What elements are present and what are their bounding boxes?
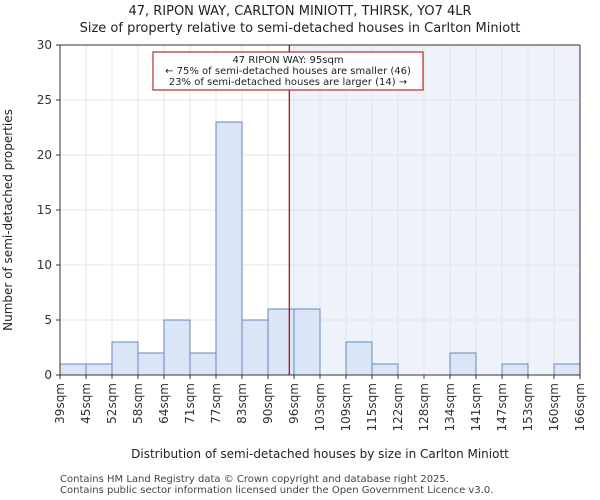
annotation-box bbox=[152, 51, 424, 91]
bar bbox=[449, 352, 477, 376]
x-tick-label: 141sqm bbox=[469, 383, 483, 431]
x-tick-label: 134sqm bbox=[443, 383, 457, 431]
x-tick-label: 39sqm bbox=[53, 383, 67, 424]
chart-subtitle: Size of property relative to semi-detach… bbox=[79, 21, 521, 36]
bar bbox=[267, 308, 295, 376]
bar bbox=[85, 363, 113, 376]
bar bbox=[111, 341, 139, 376]
x-tick-label: 160sqm bbox=[547, 383, 561, 431]
annotation-line: 23% of semi-detached houses are larger (… bbox=[169, 77, 407, 88]
x-tick-label: 64sqm bbox=[157, 383, 171, 424]
bar bbox=[163, 319, 191, 376]
bar bbox=[241, 319, 269, 376]
bar bbox=[553, 363, 581, 376]
y-tick-label: 30 bbox=[37, 38, 52, 52]
x-axis-title: Distribution of semi-detached houses by … bbox=[131, 447, 509, 461]
bar bbox=[293, 308, 321, 376]
annotation-line: 47 RIPON WAY: 95sqm bbox=[232, 55, 343, 66]
y-tick-label: 5 bbox=[44, 313, 52, 327]
x-tick-label: 90sqm bbox=[261, 383, 275, 424]
x-tick-label: 96sqm bbox=[287, 383, 301, 424]
bar bbox=[501, 363, 529, 376]
bar bbox=[137, 352, 165, 376]
x-tick-label: 103sqm bbox=[313, 383, 327, 431]
x-tick-label: 147sqm bbox=[495, 383, 509, 431]
y-axis-title: Number of semi-detached properties bbox=[1, 109, 15, 331]
y-tick-label: 20 bbox=[37, 148, 52, 162]
bar bbox=[59, 363, 87, 376]
bar bbox=[345, 341, 373, 376]
bar bbox=[189, 352, 217, 376]
footer-licence: Contains public sector information licen… bbox=[60, 485, 494, 496]
chart-title: 47, RIPON WAY, CARLTON MINIOTT, THIRSK, … bbox=[128, 4, 472, 19]
x-tick-label: 109sqm bbox=[339, 383, 353, 431]
footer-copyright: Contains HM Land Registry data © Crown c… bbox=[60, 474, 449, 485]
annotation-line: ← 75% of semi-detached houses are smalle… bbox=[165, 66, 411, 77]
bar bbox=[371, 363, 399, 376]
x-tick-label: 153sqm bbox=[521, 383, 535, 431]
x-tick-label: 115sqm bbox=[365, 383, 379, 431]
bar bbox=[215, 121, 243, 376]
x-tick-label: 71sqm bbox=[183, 383, 197, 424]
x-tick-label: 83sqm bbox=[235, 383, 249, 424]
y-tick-label: 25 bbox=[37, 93, 52, 107]
x-tick-label: 166sqm bbox=[573, 383, 587, 431]
x-tick-label: 45sqm bbox=[79, 383, 93, 424]
y-tick-label: 15 bbox=[37, 203, 52, 217]
x-tick-label: 122sqm bbox=[391, 383, 405, 431]
x-tick-label: 52sqm bbox=[105, 383, 119, 424]
y-tick-label: 10 bbox=[37, 258, 52, 272]
x-tick-label: 128sqm bbox=[417, 383, 431, 431]
x-tick-label: 58sqm bbox=[131, 383, 145, 424]
x-tick-label: 77sqm bbox=[209, 383, 223, 424]
y-tick-label: 0 bbox=[44, 368, 52, 382]
